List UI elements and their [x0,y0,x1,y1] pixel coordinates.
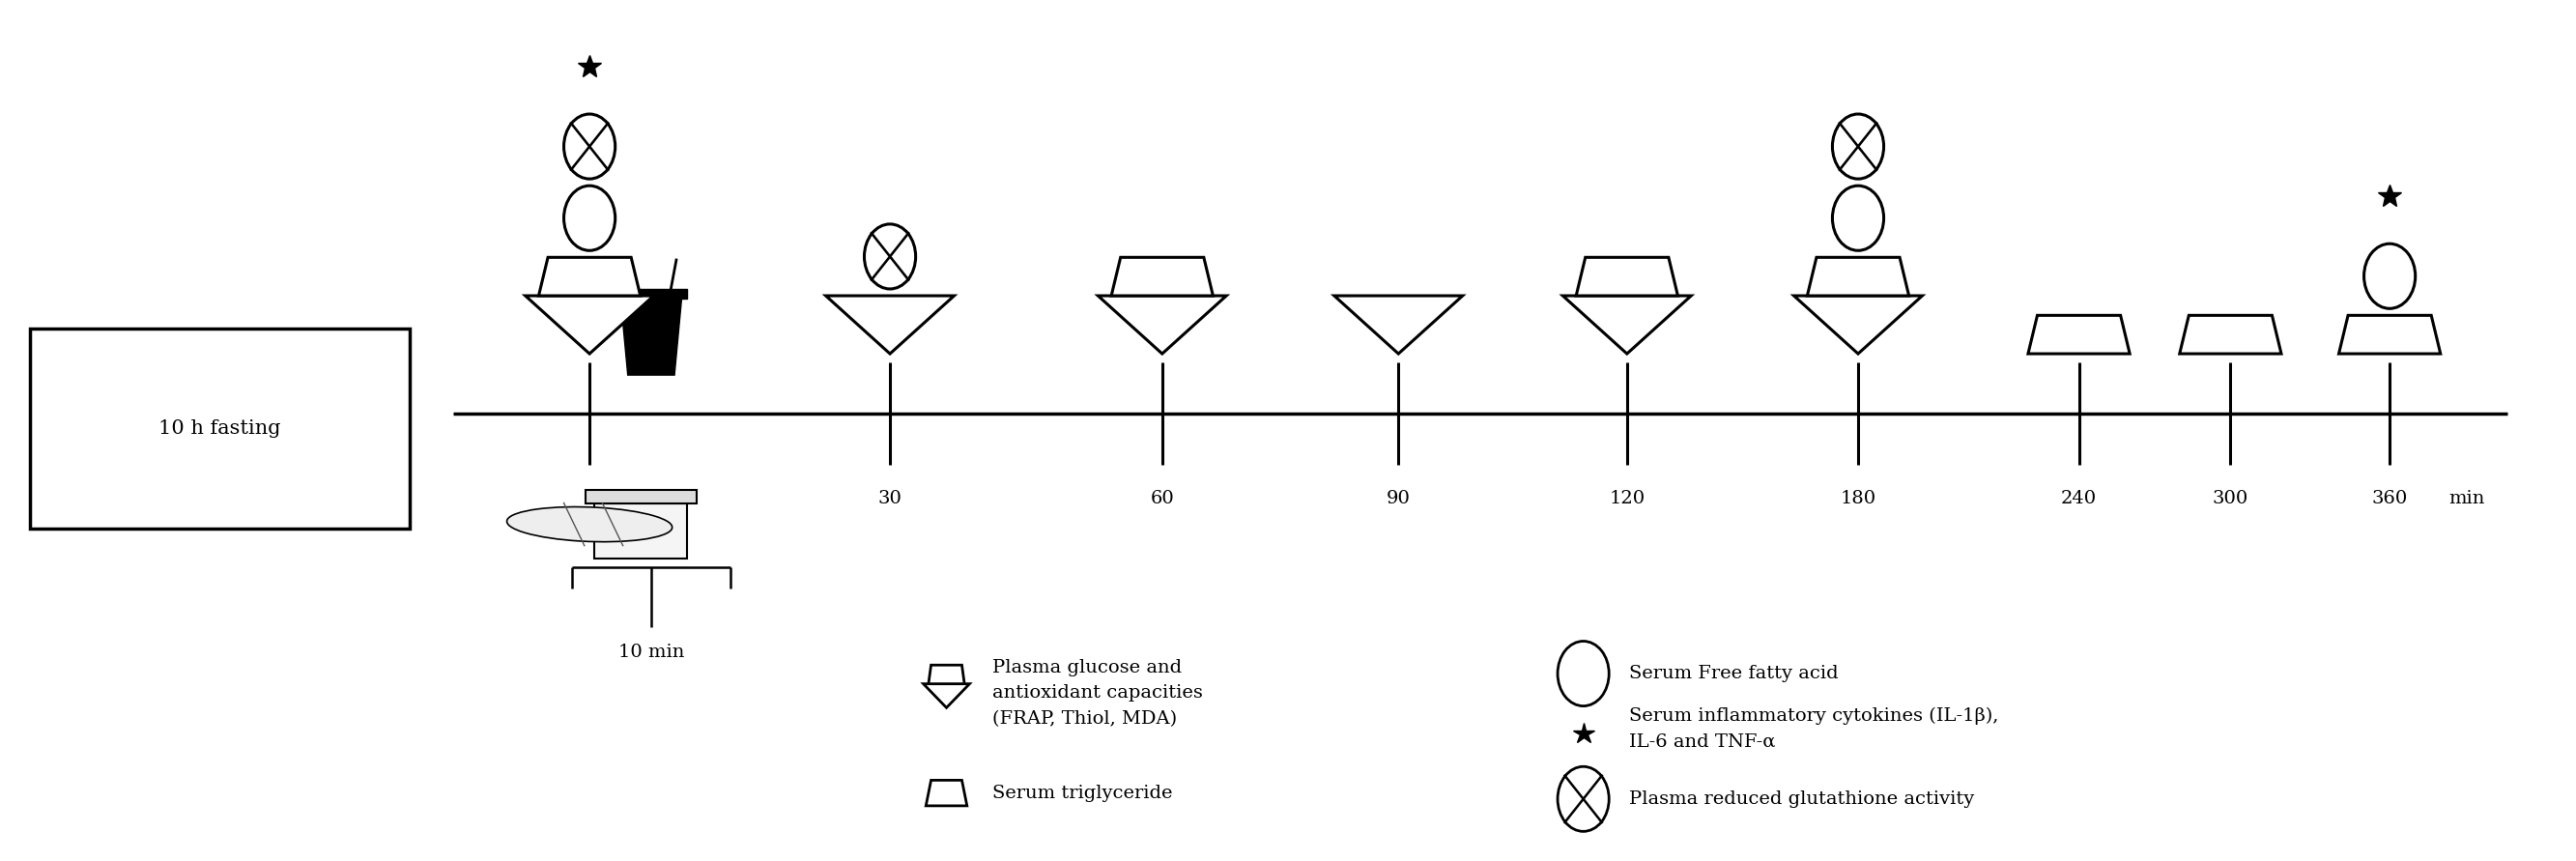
Polygon shape [616,289,688,298]
Text: 300: 300 [2213,490,2249,508]
Polygon shape [1097,295,1226,354]
Polygon shape [1808,257,1909,295]
Text: Serum triglyceride: Serum triglyceride [992,784,1172,802]
Polygon shape [2027,315,2130,354]
Ellipse shape [507,507,672,542]
Text: Serum inflammatory cytokines (IL-1β),
IL-6 and TNF-α: Serum inflammatory cytokines (IL-1β), IL… [1631,708,1999,751]
Ellipse shape [1558,641,1610,706]
Text: 30: 30 [878,490,902,508]
Text: 360: 360 [2372,490,2409,508]
Polygon shape [538,257,641,295]
Ellipse shape [2365,244,2416,308]
Text: 0: 0 [585,490,595,508]
Polygon shape [1564,295,1692,354]
Ellipse shape [866,224,914,289]
Polygon shape [1793,295,1922,354]
Polygon shape [827,295,953,354]
Polygon shape [2339,315,2439,354]
Polygon shape [1577,257,1677,295]
Polygon shape [621,298,683,375]
Text: min: min [2450,490,2486,508]
Ellipse shape [564,186,616,251]
Text: Plasma reduced glutathione activity: Plasma reduced glutathione activity [1631,790,1976,808]
Text: 10 min: 10 min [618,644,685,661]
Text: 120: 120 [1610,490,1646,508]
Ellipse shape [1832,114,1883,179]
Polygon shape [925,780,966,806]
FancyBboxPatch shape [31,328,410,529]
Polygon shape [595,503,688,559]
Ellipse shape [1558,766,1610,832]
Text: 180: 180 [1839,490,1875,508]
Text: 90: 90 [1386,490,1412,508]
Polygon shape [526,295,654,354]
Polygon shape [2179,315,2282,354]
Text: Serum Free fatty acid: Serum Free fatty acid [1631,665,1839,682]
Polygon shape [585,490,696,503]
Text: 60: 60 [1151,490,1175,508]
Polygon shape [927,665,963,684]
Polygon shape [922,684,969,708]
Ellipse shape [1832,186,1883,251]
Polygon shape [1110,257,1213,295]
Ellipse shape [564,114,616,179]
Text: 240: 240 [2061,490,2097,508]
Text: 10 h fasting: 10 h fasting [160,419,281,437]
Polygon shape [1334,295,1463,354]
Text: Plasma glucose and
antioxidant capacities
(FRAP, Thiol, MDA): Plasma glucose and antioxidant capacitie… [992,659,1203,728]
